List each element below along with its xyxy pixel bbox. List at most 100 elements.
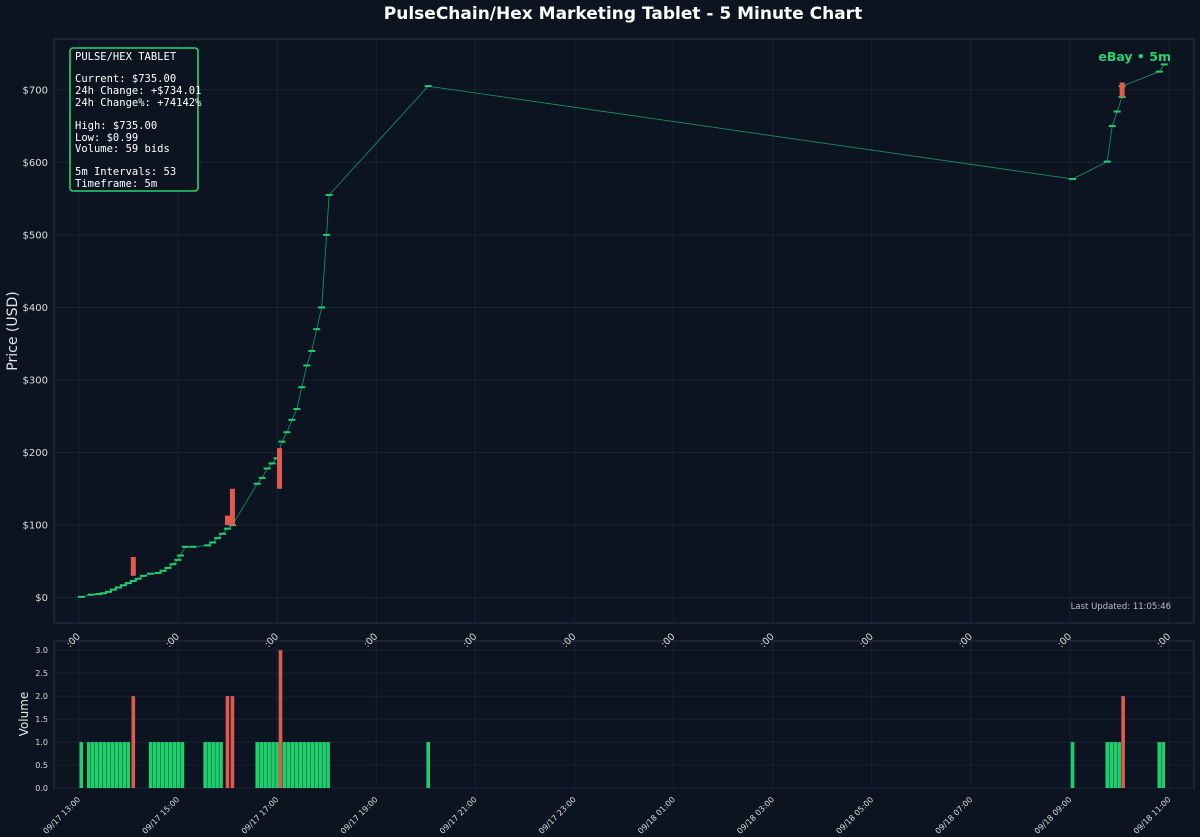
candle-down: [224, 515, 230, 526]
candle-up: [298, 386, 306, 389]
info-change: 24h Change: +$734.01: [75, 85, 201, 97]
volume-bar-down: [230, 696, 235, 788]
candle-up: [308, 349, 316, 352]
volume-y-tick-label: 0.0: [35, 784, 48, 793]
candle-up: [1113, 110, 1121, 113]
volume-bar-up: [259, 742, 263, 788]
last-updated: Last Updated: 11:05:46: [1071, 602, 1171, 612]
volume-bar-up: [314, 742, 318, 788]
price-candles: [77, 63, 1168, 598]
candle-up: [214, 537, 222, 540]
volume-bar-up: [271, 742, 275, 788]
volume-bar-up: [318, 742, 322, 788]
price-y-tick-label: $700: [23, 85, 48, 96]
volume-bar-up: [102, 742, 107, 788]
candle-up: [119, 584, 127, 587]
volume-bar-up: [110, 742, 115, 788]
volume-y-tick-label: 0.5: [35, 761, 48, 770]
candle-up: [268, 462, 276, 465]
volume-bar-up: [310, 742, 315, 788]
candle-up: [77, 595, 85, 598]
info-box: PULSE/HEX TABLET Current: $735.00 24h Ch…: [69, 47, 202, 192]
candle-up: [189, 545, 197, 548]
candle-down: [229, 488, 235, 526]
candle-up: [283, 431, 291, 434]
volume-bar-up: [302, 742, 307, 788]
info-current: Current: $735.00: [75, 73, 176, 85]
price-y-tick-labels: $0 $100 $200 $300 $400 $500 $600 $700: [23, 85, 48, 604]
price-plot-area: [53, 38, 1195, 624]
candle-up: [1155, 70, 1163, 73]
volume-bar-up: [267, 742, 271, 788]
volume-bar-up: [282, 742, 287, 788]
candle-up: [219, 532, 227, 535]
info-box-frame: [69, 47, 199, 192]
candle-up: [114, 586, 122, 589]
volume-bar-down: [225, 696, 230, 788]
candle-up: [1160, 63, 1168, 66]
volume-bar-up: [176, 742, 181, 788]
volume-bar-up: [152, 742, 157, 788]
volume-bar-up: [126, 742, 131, 788]
candle-up: [293, 407, 301, 410]
volume-bar-up: [156, 742, 161, 788]
price-grid: [54, 39, 1194, 623]
info-change-pct: 24h Change%: +74142%: [75, 97, 202, 109]
candle-up: [95, 592, 103, 595]
candle-up: [204, 544, 212, 547]
candle-up: [313, 328, 321, 331]
volume-bar-up: [148, 742, 153, 788]
candle-up: [258, 476, 266, 479]
candle-up: [223, 527, 231, 530]
volume-bar-down: [278, 650, 283, 788]
volume-bar-up: [122, 742, 127, 788]
price-y-tick-label: $300: [23, 375, 48, 386]
volume-bar-up: [1161, 742, 1166, 788]
volume-bar-up: [172, 742, 177, 788]
volume-bar-up: [207, 742, 211, 788]
volume-bar-up: [164, 742, 169, 788]
candle-up: [124, 582, 132, 585]
chart-title: PulseChain/Hex Marketing Tablet - 5 Minu…: [384, 4, 862, 24]
candle-up: [176, 554, 184, 557]
volume-bar-up: [90, 742, 95, 788]
candle-up: [147, 572, 155, 575]
volume-bar-up: [1117, 742, 1121, 788]
volume-bar-up: [1070, 742, 1075, 788]
info-volume: Volume: 59 bids: [75, 143, 170, 155]
info-low: Low: $0.99: [75, 132, 138, 144]
info-high: High: $735.00: [75, 120, 157, 132]
candle-up: [288, 418, 296, 421]
candle-up: [323, 233, 331, 236]
volume-bar-up: [1109, 742, 1114, 788]
price-y-tick-label: $500: [23, 230, 48, 241]
candle-up: [181, 545, 189, 548]
volume-bar-up: [180, 742, 185, 788]
volume-bar-up: [255, 742, 260, 788]
volume-bar-down: [1121, 696, 1125, 788]
volume-bar-up: [286, 742, 291, 788]
candle-up: [129, 579, 137, 582]
volume-bar-up: [203, 742, 207, 788]
volume-bar-up: [290, 742, 295, 788]
price-y-tick-label: $600: [23, 158, 48, 169]
volume-bar-up: [94, 742, 99, 788]
volume-bar-up: [98, 742, 103, 788]
volume-bars: [79, 650, 1166, 788]
source-badge: eBay • 5m: [1098, 49, 1171, 64]
volume-bar-up: [168, 742, 173, 788]
candle-up: [174, 558, 182, 561]
volume-y-tick-label: 2.5: [35, 669, 48, 678]
candle-up: [303, 364, 311, 367]
volume-bar-up: [79, 742, 84, 788]
price-y-tick-label: $0: [35, 593, 48, 604]
price-y-tick-label: $200: [23, 448, 48, 459]
info-timeframe: Timeframe: 5m: [75, 178, 157, 190]
candle-up: [139, 574, 147, 577]
candle-up: [263, 467, 271, 470]
candle-down: [1119, 82, 1125, 98]
volume-bar-up: [306, 742, 311, 788]
volume-bar-up: [86, 742, 91, 788]
candle-up: [209, 541, 217, 544]
